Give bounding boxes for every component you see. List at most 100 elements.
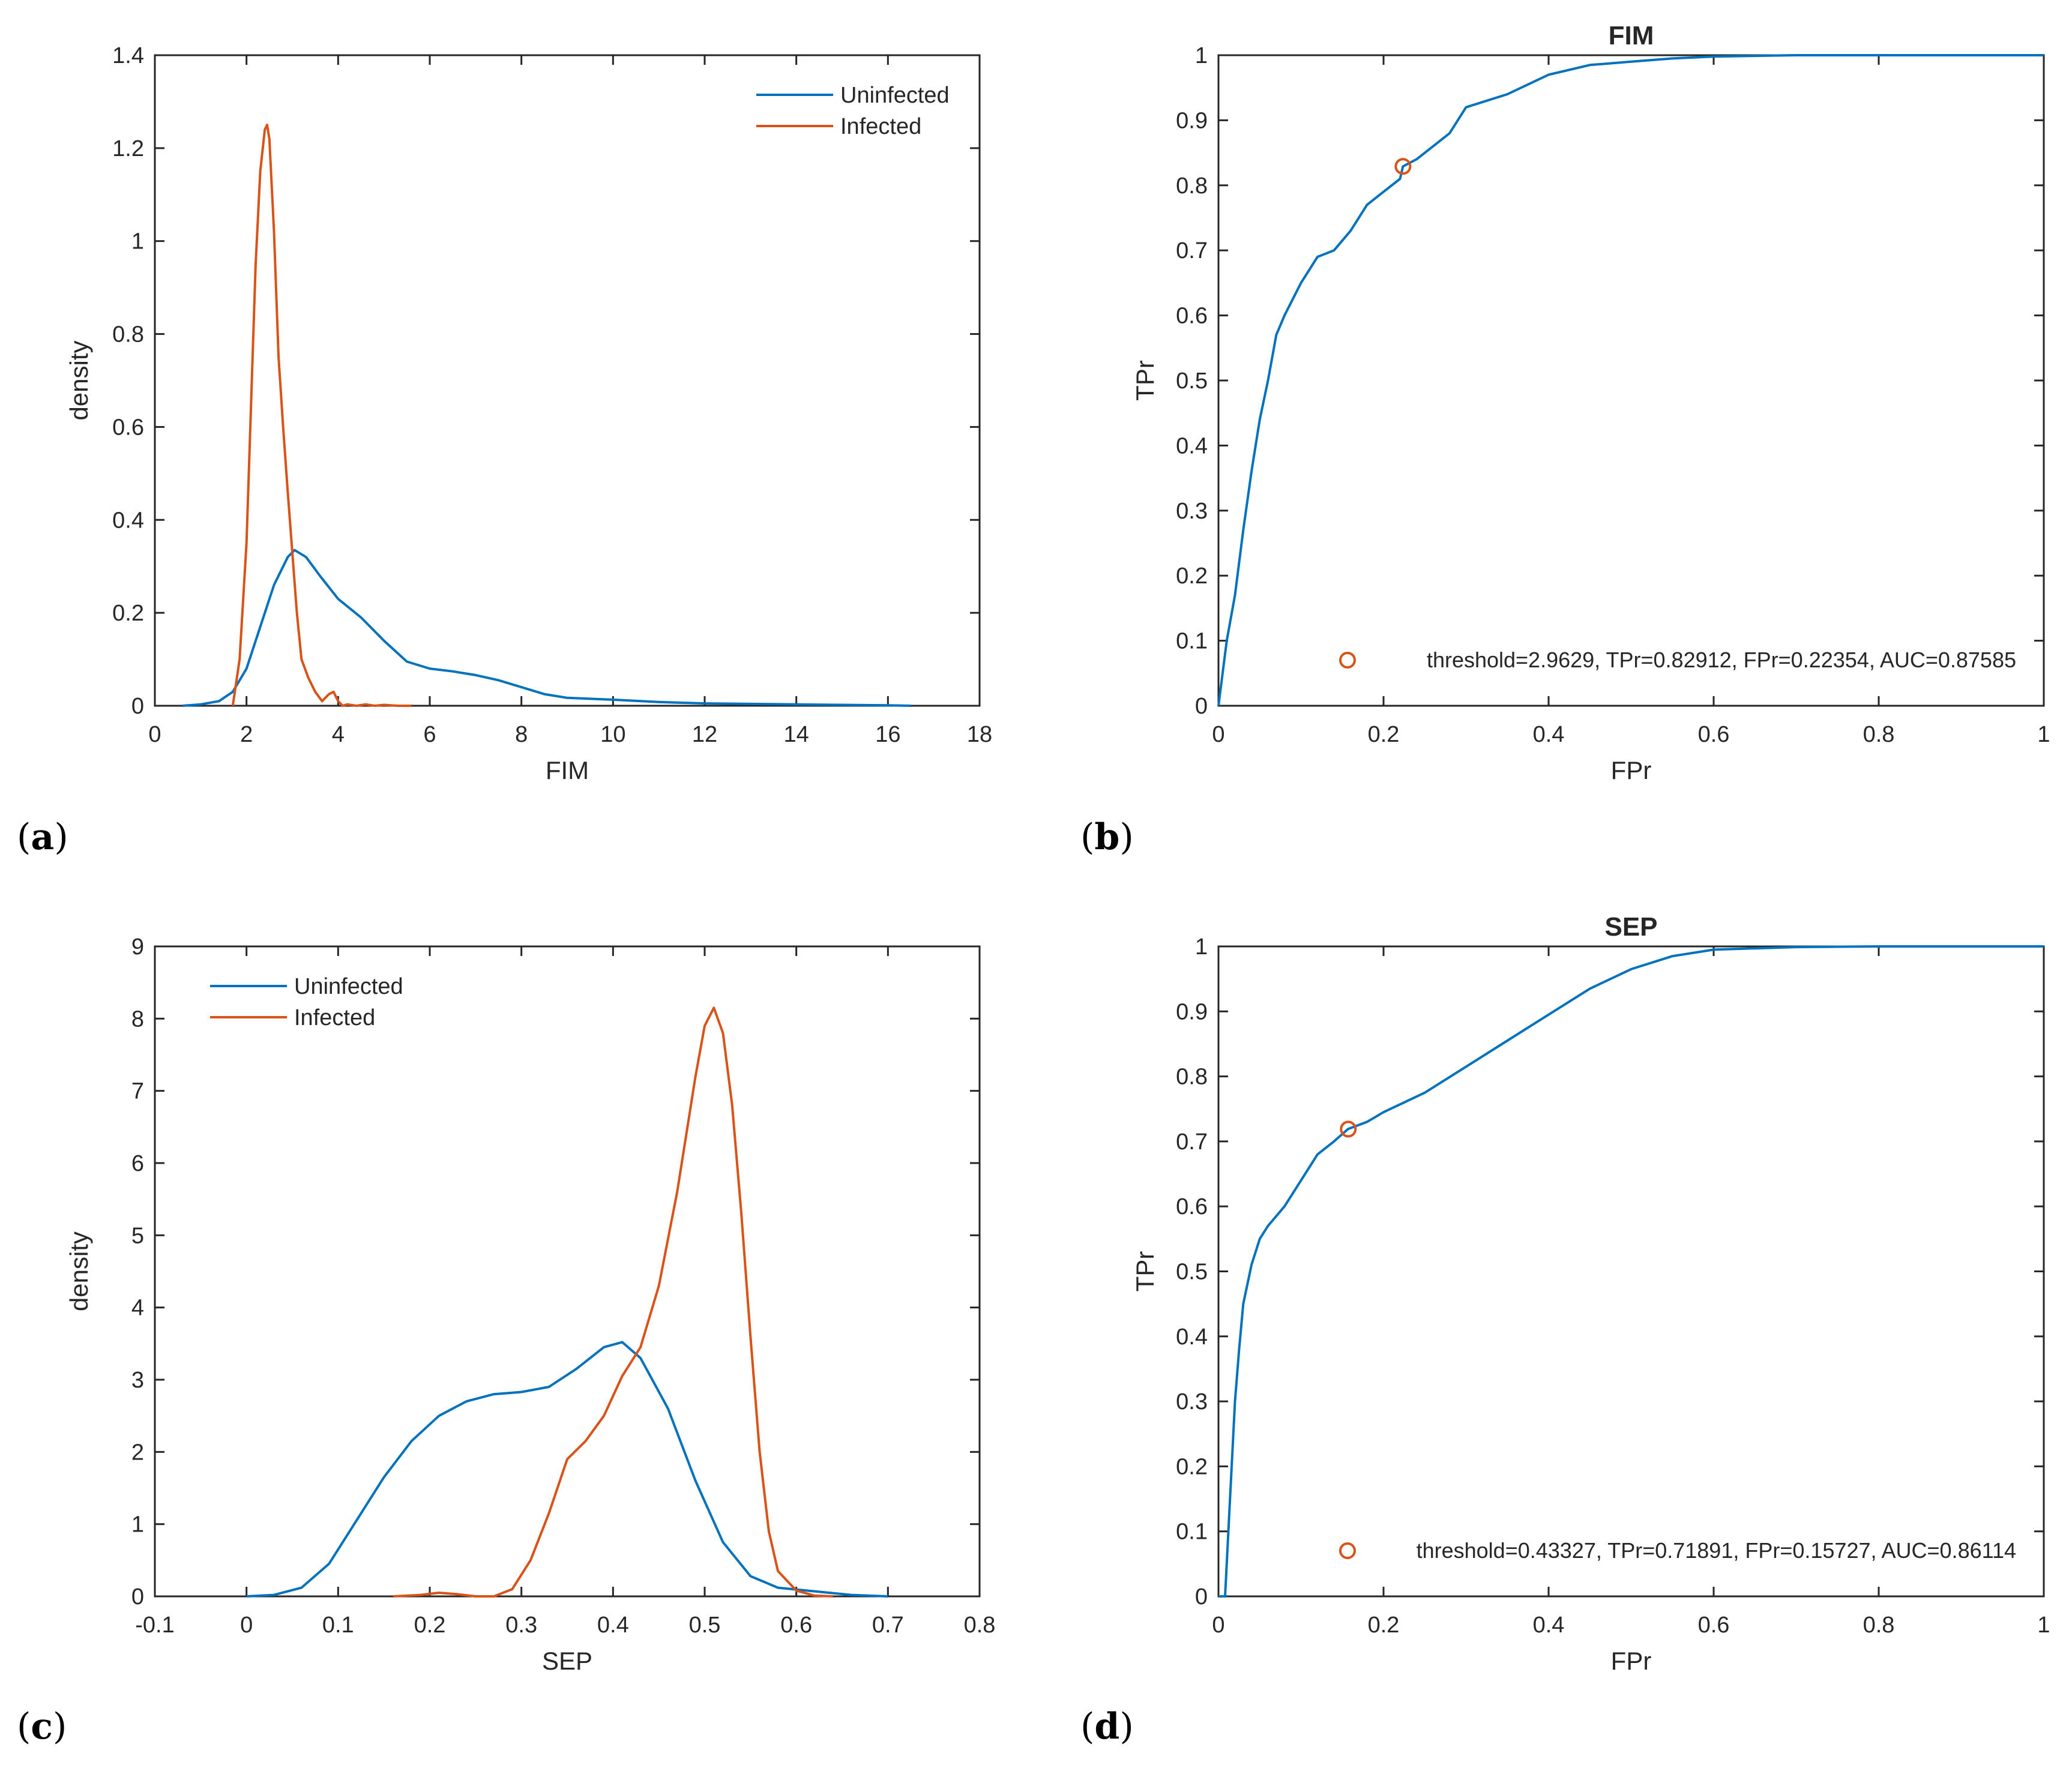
y-tick-label: 1 <box>1195 43 1208 68</box>
x-tick-label: 0.2 <box>1368 722 1400 747</box>
x-tick-label: 0.8 <box>1863 1613 1895 1638</box>
y-tick-label: 1.4 <box>112 43 144 68</box>
x-tick-label: 1 <box>2037 722 2050 747</box>
x-tick-label: 0.4 <box>1533 722 1565 747</box>
y-tick-label: 6 <box>131 1151 144 1176</box>
y-tick-label: 0 <box>1195 694 1208 719</box>
x-tick-label: 0 <box>240 1613 253 1638</box>
chart-title: FIM <box>1609 21 1654 50</box>
series-line-roc <box>1218 945 2044 1598</box>
legend-label-infected: Infected <box>840 114 921 139</box>
y-tick-label: 0.2 <box>1176 564 1208 589</box>
x-tick-label: 0.6 <box>1698 1613 1730 1638</box>
y-tick-label: 0.9 <box>1176 108 1208 133</box>
y-tick-label: 4 <box>131 1296 144 1321</box>
y-tick-label: 5 <box>131 1223 144 1248</box>
legend-marker <box>1339 652 1356 669</box>
y-tick-label: 0.4 <box>1176 433 1208 459</box>
y-tick-label: 1 <box>131 229 144 254</box>
y-axis-label: TPr <box>1131 1251 1159 1292</box>
y-tick-label: 0.6 <box>112 415 144 440</box>
chart-b: 0 0.2 0.4 0.6 0.8 1 0 0.1 0.2 0.3 0.4 0.5 0.6 0.7 0.8 0… <box>1131 21 2050 784</box>
y-tick-label: 0.4 <box>1176 1324 1208 1350</box>
y-tick-label: 0 <box>131 694 144 719</box>
y-tick-label: 0.6 <box>1176 304 1208 329</box>
y-tick-label: 1 <box>1195 934 1208 960</box>
chart-d: 0 0.2 0.4 0.6 0.8 1 0 0.1 0.2 0.3 0.4 0.5 0.6 0.7 0.8 0… <box>1131 912 2050 1675</box>
axes-box <box>154 54 981 707</box>
y-tick-label: 1 <box>131 1512 144 1538</box>
x-tick-label: 0.4 <box>597 1613 629 1638</box>
y-tick-label: 3 <box>131 1368 144 1393</box>
x-axis-label: SEP <box>542 1647 592 1675</box>
chart-title: SEP <box>1604 912 1657 942</box>
y-tick-label: 2 <box>131 1440 144 1465</box>
y-tick-label: 1.2 <box>112 136 144 161</box>
x-tick-label: 0.4 <box>1533 1613 1565 1638</box>
y-tick-label: 0.5 <box>1176 1260 1208 1285</box>
axes-box <box>1217 54 2045 707</box>
y-tick-label: 0.2 <box>1176 1454 1208 1479</box>
panel-label-a: (a) <box>17 816 68 858</box>
series-line-uninfected <box>182 549 911 707</box>
operating-point-marker <box>1340 1120 1357 1138</box>
x-tick-label: -0.1 <box>135 1613 174 1638</box>
y-tick-label: 0.6 <box>1176 1194 1208 1219</box>
y-axis-label: density <box>65 1231 93 1311</box>
x-tick-label: 2 <box>240 722 253 747</box>
y-axis-label: density <box>65 340 93 420</box>
x-tick-label: 16 <box>875 722 900 747</box>
x-tick-label: 0.6 <box>780 1613 812 1638</box>
x-tick-label: 0.8 <box>964 1613 996 1638</box>
x-tick-label: 0.2 <box>414 1613 446 1638</box>
x-tick-label: 0.5 <box>689 1613 721 1638</box>
y-tick-label: 0.8 <box>1176 1065 1208 1090</box>
x-tick-label: 0.3 <box>505 1613 537 1638</box>
axes-box <box>1217 945 2045 1598</box>
y-axis-label: TPr <box>1131 360 1159 401</box>
x-tick-label: 0.7 <box>872 1613 904 1638</box>
x-tick-label: 18 <box>967 722 992 747</box>
y-tick-label: 0.7 <box>1176 238 1208 263</box>
y-tick-label: 0.7 <box>1176 1129 1208 1155</box>
x-axis-label: FIM <box>546 756 589 784</box>
chart-a: 0 2 4 6 8 10 12 14 16 18 0 0.2 0.4 0.6 0.8 1 1.2 1.4 FIM de… <box>65 43 992 784</box>
y-tick-label: 0.3 <box>1176 499 1208 524</box>
operating-point-marker <box>1394 158 1412 175</box>
x-tick-label: 10 <box>600 722 625 747</box>
y-tick-label: 0.1 <box>1176 1520 1208 1545</box>
legend-label-infected: Infected <box>294 1005 375 1030</box>
legend-marker <box>1339 1542 1356 1559</box>
x-tick-label: 14 <box>784 722 809 747</box>
y-tick-label: 9 <box>131 934 144 960</box>
panel-label-b: (b) <box>1080 816 1134 858</box>
x-tick-label: 12 <box>692 722 717 747</box>
series-line-infected <box>393 1006 833 1598</box>
x-tick-label: 0 <box>148 722 161 747</box>
x-tick-label: 4 <box>332 722 345 747</box>
legend-label-uninfected: Uninfected <box>840 83 950 108</box>
axes-box <box>154 945 981 1598</box>
y-tick-label: 0.3 <box>1176 1389 1208 1415</box>
x-tick-label: 0.6 <box>1698 722 1730 747</box>
y-tick-label: 0.2 <box>112 601 144 626</box>
chart-c: -0.1 0 0.1 0.2 0.3 0.4 0.5 0.6 0.7 0.8 0 1 2 3 4 5 6 7 8 9 S… <box>65 934 995 1675</box>
series-line-roc <box>1217 54 2044 706</box>
legend-text: threshold=2.9629, TPr=0.82912, FPr=0.223… <box>1427 648 2016 672</box>
x-axis-label: FPr <box>1611 1647 1652 1675</box>
panel-label-c: (c) <box>17 1706 67 1748</box>
series-line-uninfected <box>246 1341 888 1598</box>
y-tick-label: 0.5 <box>1176 368 1208 394</box>
y-tick-label: 0 <box>1195 1584 1208 1610</box>
y-tick-label: 0 <box>131 1584 144 1610</box>
panel-label-d: (d) <box>1080 1706 1134 1748</box>
x-tick-label: 6 <box>423 722 436 747</box>
series-line-infected <box>231 124 412 707</box>
x-tick-label: 0.1 <box>322 1613 354 1638</box>
y-tick-label: 0.8 <box>1176 173 1208 199</box>
x-tick-label: 8 <box>515 722 528 747</box>
x-tick-label: 0.2 <box>1368 1613 1400 1638</box>
legend-label-uninfected: Uninfected <box>294 974 403 999</box>
x-tick-label: 0 <box>1212 722 1224 747</box>
